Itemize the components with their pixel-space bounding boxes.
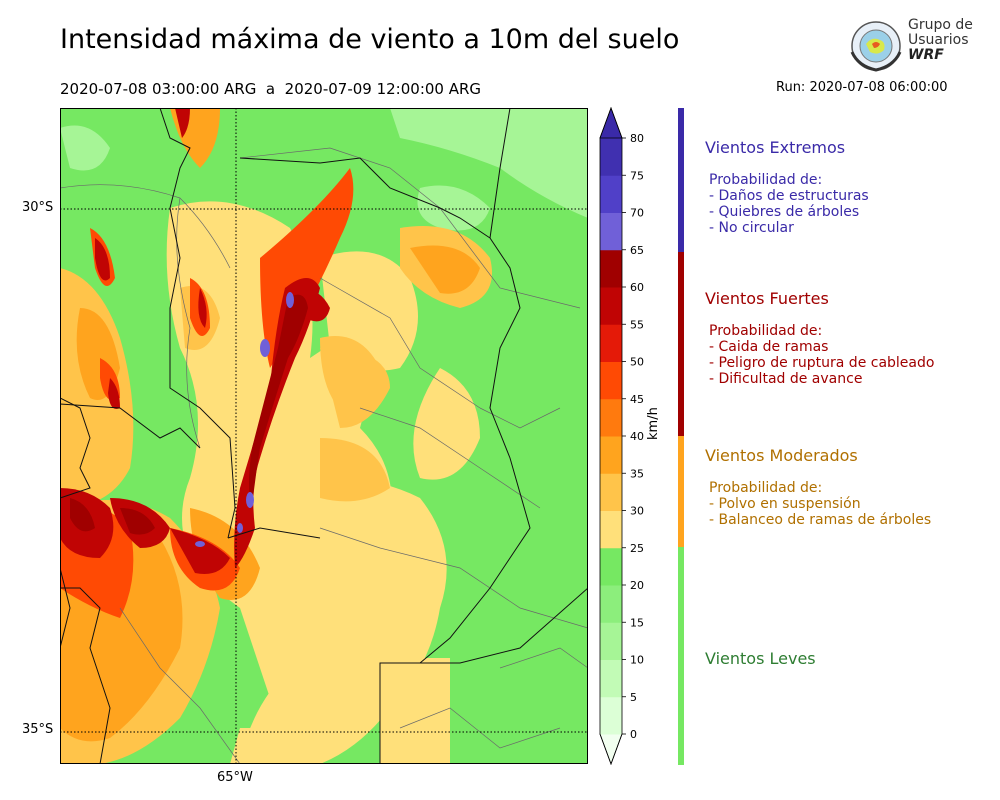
class-description-line: - Peligro de ruptura de cableado	[709, 355, 935, 371]
class-title: Vientos Fuertes	[705, 289, 829, 308]
colorbar-cell	[600, 436, 622, 474]
country-boundaries	[60, 108, 588, 764]
lat-label-35s: 35°S	[22, 722, 54, 737]
class-description-line: Probabilidad de:	[709, 323, 823, 339]
class-title: Vientos Moderados	[705, 446, 858, 465]
colorbar-tick-label: 80	[630, 132, 644, 145]
colorbar-units: km/h	[646, 407, 661, 440]
colorbar-under-arrow	[599, 733, 623, 766]
light-green-zones	[60, 108, 588, 231]
class-color-bar	[678, 108, 684, 252]
lon-label-65w: 65°W	[217, 770, 253, 785]
class-description-line: - No circular	[709, 220, 794, 236]
class-description-line: Probabilidad de:	[709, 480, 823, 496]
colorbar-tick-label: 70	[630, 207, 644, 220]
class-description-line: - Balanceo de ramas de árboles	[709, 512, 932, 528]
logo-line-3: WRF	[908, 47, 944, 63]
class-description: Probabilidad de: - Polvo en suspensión - B…	[709, 480, 931, 528]
colorbar-tick-label: 15	[630, 616, 644, 629]
class-color-bar	[678, 252, 684, 436]
class-description-line: - Caida de ramas	[709, 339, 829, 355]
colorbar-tick-label: 65	[630, 244, 644, 257]
class-color-bar	[678, 436, 684, 547]
yellow-zones	[166, 201, 480, 764]
run-timestamp: Run: 2020-07-08 06:00:00	[776, 80, 948, 95]
dark-red-zones	[70, 294, 308, 535]
colorbar-cell	[600, 622, 622, 660]
colorbar-tick-label: 25	[630, 542, 644, 555]
colorbar-tick-label: 75	[630, 169, 644, 182]
wind-map	[60, 108, 588, 764]
class-description-line: - Daños de estructuras	[709, 188, 869, 204]
colorbar-cell	[600, 287, 622, 325]
colorbar-cell	[600, 473, 622, 511]
wrf-logo: Grupo de Usuarios WRF	[848, 18, 978, 74]
colorbar-tick-label: 10	[630, 654, 644, 667]
colorbar-tick-label: 45	[630, 393, 644, 406]
class-description-line: - Dificultad de avance	[709, 371, 863, 387]
colorbar-over-arrow	[599, 106, 623, 139]
colorbar-cell	[600, 361, 622, 400]
colorbar-tick-label: 35	[630, 467, 644, 480]
logo-line-2: Usuarios	[908, 32, 969, 48]
class-description: Probabilidad de: - Caida de ramas - Peligr…	[709, 323, 934, 387]
colorbar-tick-label: 40	[630, 430, 644, 443]
time-period: 2020-07-08 03:00:00 ARG a 2020-07-09 12:…	[60, 80, 482, 98]
colorbar-tick-label: 30	[630, 505, 644, 518]
globe-emblem-icon	[850, 21, 902, 72]
colorbar-tick-label: 60	[630, 281, 644, 294]
province-boundaries	[60, 147, 588, 764]
colorbar-cell	[600, 659, 622, 698]
colorbar-tick-label: 50	[630, 356, 644, 369]
extreme-spots	[195, 292, 294, 547]
colorbar-cell	[600, 547, 622, 586]
class-title: Vientos Leves	[705, 649, 816, 668]
class-description-line: Probabilidad de:	[709, 172, 823, 188]
colorbar-cell	[600, 175, 622, 213]
class-description: Probabilidad de: - Daños de estructuras - …	[709, 172, 869, 236]
class-description-line: - Polvo en suspensión	[709, 496, 861, 512]
colorbar-cell	[600, 249, 622, 288]
map-frame	[60, 108, 588, 764]
colorbar-cell	[600, 398, 622, 437]
class-title: Vientos Extremos	[705, 138, 846, 157]
colorbar-cells	[599, 106, 623, 766]
class-description-line: - Quiebres de árboles	[709, 204, 860, 220]
colorbar-cell	[600, 585, 622, 623]
colorbar-cell	[600, 696, 622, 735]
lat-label-30s: 30°S	[22, 200, 54, 215]
logo-line-1: Grupo de	[908, 17, 973, 33]
colorbar-tick-label: 55	[630, 318, 644, 331]
colorbar-tick-label: 5	[630, 691, 637, 704]
colorbar: 0 5 10 15 20 25 30 35 40 45 50 55 60 65 70 75 80	[599, 106, 644, 766]
colorbar-cell	[600, 138, 622, 176]
colorbar-tick-label: 0	[630, 728, 637, 741]
page-title: Intensidad máxima de viento a 10m del su…	[60, 24, 680, 55]
colorbar-ticks: 0 5 10 15 20 25 30 35 40 45 50 55 60 65 70 75 80	[622, 132, 644, 741]
colorbar-cell	[600, 324, 622, 362]
colorbar-cell	[600, 212, 622, 251]
colorbar-tick-label: 20	[630, 579, 644, 592]
class-color-bar	[678, 547, 684, 765]
colorbar-cell	[600, 510, 622, 549]
